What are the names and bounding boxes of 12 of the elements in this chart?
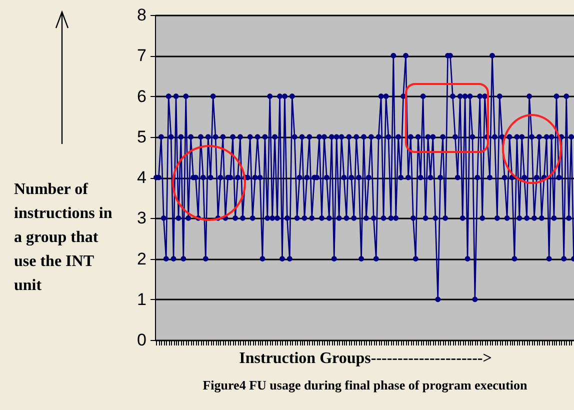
y-tick-label: 2 <box>137 249 146 268</box>
y-tick-label: 7 <box>137 46 146 66</box>
x-axis-title: Instruction Groups---------------------> <box>239 350 492 367</box>
y-tick-label: 8 <box>137 6 146 24</box>
y-tick-label: 3 <box>137 208 146 228</box>
y-tick-label: 1 <box>137 290 146 309</box>
y-tick-label: 0 <box>137 330 146 350</box>
y-tick-label: 4 <box>137 168 146 187</box>
y-tick-label: 5 <box>137 127 146 146</box>
y-axis-title: Number of instructions in a group that use the INT unit <box>14 180 114 296</box>
text: Figure4 FU usage during final phase of program execution <box>202 378 528 392</box>
y-tick-label: 6 <box>137 86 146 106</box>
